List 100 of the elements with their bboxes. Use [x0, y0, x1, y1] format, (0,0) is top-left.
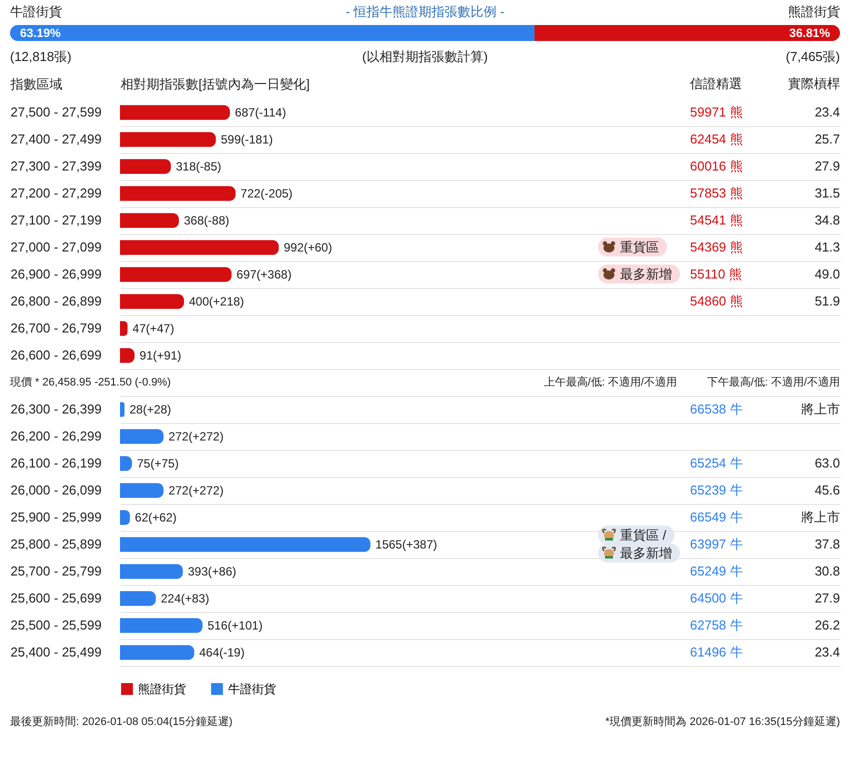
bar	[120, 321, 128, 336]
annotation: 57853 熊	[690, 186, 743, 200]
y-tick-label: 26,700 - 26,799	[10, 320, 102, 336]
bar	[120, 591, 156, 606]
annotation: 26.2	[814, 618, 840, 632]
data-label: 722(-205)	[240, 186, 293, 200]
y-tick-label: 25,700 - 25,799	[10, 564, 102, 578]
y-tick-label: 27,200 - 27,299	[10, 186, 102, 200]
y-tick-label: 26,100 - 26,199	[10, 456, 102, 470]
bar	[120, 105, 230, 120]
annotation: 下午最高/低: 不適用/不適用	[706, 376, 840, 388]
annotation: 59971 熊	[690, 104, 743, 120]
y-tick-label: 26,900 - 26,999	[10, 266, 102, 282]
annotation: 64500 牛	[690, 590, 743, 606]
annotation: 49.0	[814, 266, 840, 282]
bar	[120, 483, 164, 498]
data-label: 687(-114)	[234, 106, 286, 120]
bar	[120, 267, 232, 282]
annotation: 23.4	[814, 104, 840, 120]
chart-title: - 恒指牛熊證期指張數比例 -	[346, 4, 504, 19]
annotation: 65249 牛	[690, 564, 743, 578]
annotation: 41.3	[814, 240, 840, 254]
annotation: 重貨區 /	[620, 528, 667, 542]
x-axis-title: 相對期指張數[括號內為一日變化]	[120, 76, 310, 92]
annotation: 重貨區	[620, 240, 659, 254]
data-label: 272(+272)	[168, 484, 224, 498]
annotation: 25.7	[814, 132, 840, 146]
annotation: 65239 牛	[690, 482, 743, 498]
annotation: 66549 牛	[690, 510, 743, 524]
bar	[120, 186, 236, 201]
y-axis-title: 指數區域	[10, 76, 62, 92]
data-label: 224(+83)	[160, 592, 210, 606]
data-label: 400(+218)	[189, 294, 244, 308]
data-label: 75(+75)	[137, 456, 179, 470]
data-label: 1565(+387)	[375, 538, 438, 552]
y-tick-label: 27,100 - 27,199	[10, 212, 102, 228]
data-label: 368(-88)	[184, 214, 230, 228]
annotation: 將上市	[801, 402, 840, 416]
bar	[120, 213, 179, 228]
text: (12,818張)	[10, 49, 72, 64]
annotation: 63.0	[814, 456, 840, 470]
annotation: 34.8	[814, 212, 840, 228]
y-tick-label: 26,000 - 26,099	[10, 482, 102, 498]
data-label: 516(+101)	[208, 618, 263, 632]
annotation: 54369 熊	[690, 240, 743, 254]
annotation: 將上市	[801, 510, 840, 524]
text: (7,465張)	[786, 49, 840, 64]
bar	[120, 294, 184, 309]
series-label: 熊證街貨	[788, 4, 840, 19]
annotation: 上午最高/低: 不適用/不適用	[544, 376, 677, 388]
annotation: 23.4	[814, 644, 840, 660]
data-label: 63.19%	[20, 26, 62, 40]
data-label: 91(+91)	[140, 348, 182, 362]
y-tick-label: 25,900 - 25,999	[10, 510, 102, 524]
annotation: 63997 牛	[690, 536, 743, 552]
data-label: 28(+28)	[129, 402, 172, 416]
data-label: 318(-85)	[176, 160, 222, 174]
annotation: 60016 熊	[690, 158, 743, 174]
text: *現價更新時間為 2026-01-07 16:35(15分鐘延遲)	[605, 715, 840, 728]
y-tick-label: 26,300 - 26,399	[10, 402, 102, 416]
annotation: 最多新增	[620, 266, 672, 282]
annotation: 61496 牛	[690, 644, 743, 660]
data-label: 36.81%	[789, 26, 830, 40]
annotation: 62454 熊	[690, 132, 743, 146]
annotation: 27.9	[814, 158, 840, 174]
y-tick-label: 26,200 - 26,299	[10, 428, 102, 444]
data-label: 599(-181)	[220, 132, 273, 146]
text: 信證精選	[690, 76, 742, 91]
annotation: 31.5	[814, 186, 840, 200]
data-label: 992(+60)	[284, 240, 332, 254]
y-tick-label: 25,800 - 25,899	[10, 536, 102, 552]
annotation: 37.8	[814, 536, 840, 552]
legend-label: 熊證街貨	[138, 682, 186, 696]
annotation: 30.8	[814, 564, 840, 578]
annotation: 55110 熊	[690, 266, 742, 282]
text: 最後更新時間: 2026-01-08 05:04(15分鐘延遲)	[10, 715, 233, 728]
bar	[120, 132, 216, 147]
bar	[120, 402, 124, 417]
y-tick-label: 27,000 - 27,099	[10, 240, 102, 254]
annotation: 27.9	[814, 590, 840, 606]
y-tick-label: 25,400 - 25,499	[10, 644, 102, 660]
annotation: 51.9	[814, 294, 840, 308]
legend-label: 牛證街貨	[228, 682, 276, 696]
annotation: 54541 熊	[690, 212, 743, 228]
annotation: 65254 牛	[690, 456, 743, 470]
y-tick-label: 25,500 - 25,599	[10, 618, 102, 632]
bar	[120, 564, 183, 579]
data-label: 272(+272)	[168, 430, 224, 444]
annotation: 45.6	[814, 482, 840, 498]
bar	[120, 429, 164, 444]
annotation: 54860 熊	[690, 294, 743, 308]
data-label: 697(+368)	[236, 268, 292, 282]
bar	[120, 537, 370, 552]
annotation: 62758 牛	[690, 618, 743, 632]
bar	[120, 240, 279, 255]
bar	[120, 645, 194, 660]
annotation: 現價 * 26,458.95 -251.50 (-0.9%)	[10, 376, 171, 388]
bar	[120, 159, 171, 174]
y-tick-label: 25,600 - 25,699	[10, 590, 102, 606]
y-tick-label: 27,400 - 27,499	[10, 132, 102, 146]
